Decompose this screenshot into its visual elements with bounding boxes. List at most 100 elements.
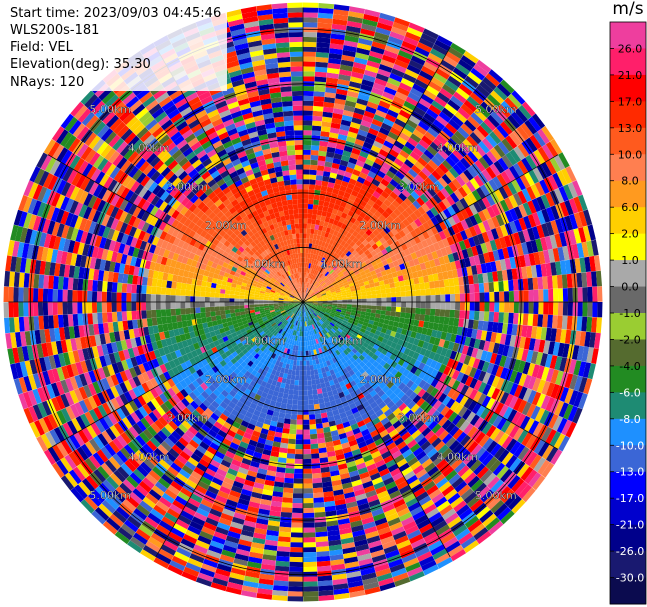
velocity-gate bbox=[312, 296, 317, 299]
velocity-gate bbox=[436, 500, 451, 512]
velocity-gate bbox=[303, 223, 307, 229]
velocity-gate bbox=[362, 480, 374, 489]
velocity-gate bbox=[489, 131, 502, 145]
velocity-gate bbox=[374, 281, 380, 287]
velocity-gate bbox=[349, 205, 357, 213]
velocity-gate bbox=[364, 9, 381, 18]
velocity-gate bbox=[415, 307, 421, 315]
velocity-gate bbox=[307, 303, 313, 305]
velocity-gate bbox=[316, 295, 322, 298]
velocity-gate bbox=[442, 508, 456, 521]
velocity-gate bbox=[359, 282, 365, 287]
velocity-gate bbox=[485, 194, 496, 206]
velocity-gate bbox=[389, 384, 398, 393]
velocity-gate bbox=[525, 241, 534, 254]
velocity-gate bbox=[327, 222, 333, 229]
velocity-gate bbox=[316, 388, 323, 395]
velocity-gate bbox=[474, 159, 486, 172]
velocity-gate bbox=[337, 263, 344, 270]
velocity-gate bbox=[402, 73, 417, 84]
velocity-gate bbox=[312, 312, 317, 317]
velocity-gate bbox=[403, 36, 419, 47]
velocity-gate bbox=[506, 345, 515, 358]
velocity-gate bbox=[431, 437, 442, 448]
velocity-gate bbox=[541, 380, 551, 396]
velocity-gate bbox=[481, 422, 493, 435]
velocity-gate bbox=[330, 278, 336, 284]
velocity-gate bbox=[316, 209, 323, 216]
velocity-gate bbox=[445, 332, 452, 342]
velocity-gate bbox=[355, 240, 362, 247]
velocity-gate bbox=[315, 418, 323, 424]
velocity-gate bbox=[542, 276, 549, 290]
velocity-gate bbox=[315, 358, 320, 365]
velocity-gate bbox=[303, 576, 318, 582]
velocity-gate bbox=[350, 444, 360, 452]
velocity-gate bbox=[445, 302, 451, 310]
velocity-gate bbox=[523, 254, 531, 267]
velocity-gate bbox=[306, 295, 311, 300]
velocity-gate bbox=[441, 485, 455, 497]
velocity-gate bbox=[404, 285, 411, 292]
velocity-gate bbox=[348, 81, 362, 89]
velocity-gate bbox=[293, 385, 299, 391]
velocity-gate bbox=[408, 571, 425, 582]
velocity-gate bbox=[345, 311, 351, 315]
velocity-gate bbox=[334, 178, 343, 186]
velocity-gate bbox=[365, 368, 373, 375]
velocity-gate bbox=[467, 475, 480, 488]
velocity-gate bbox=[333, 274, 339, 279]
velocity-gate bbox=[482, 220, 491, 232]
velocity-gate bbox=[324, 401, 331, 408]
velocity-gate bbox=[303, 95, 314, 101]
velocity-gate bbox=[412, 325, 419, 333]
velocity-gate bbox=[372, 190, 381, 199]
velocity-gate bbox=[582, 302, 588, 317]
velocity-gate bbox=[298, 385, 303, 391]
velocity-gate bbox=[395, 306, 401, 313]
velocity-gate bbox=[429, 336, 436, 345]
velocity-gate bbox=[364, 259, 371, 266]
velocity-gate bbox=[462, 138, 475, 151]
velocity-gate bbox=[445, 469, 458, 482]
velocity-gate bbox=[303, 90, 314, 97]
velocity-gate bbox=[506, 269, 513, 281]
velocity-gate bbox=[331, 319, 337, 324]
velocity-gate bbox=[312, 300, 318, 302]
velocity-gate bbox=[382, 241, 390, 249]
velocity-gate bbox=[322, 295, 327, 298]
velocity-gate bbox=[456, 504, 470, 517]
velocity-gate bbox=[468, 388, 478, 400]
velocity-gate bbox=[319, 261, 323, 267]
velocity-gate bbox=[406, 119, 418, 129]
velocity-gate bbox=[339, 201, 347, 208]
velocity-gate bbox=[521, 101, 536, 117]
velocity-gate bbox=[336, 221, 344, 228]
velocity-gate bbox=[529, 134, 542, 150]
velocity-gate bbox=[304, 277, 306, 283]
velocity-gate bbox=[335, 372, 341, 379]
velocity-gate bbox=[292, 503, 303, 509]
velocity-gate bbox=[340, 252, 346, 259]
velocity-gate bbox=[445, 170, 456, 182]
velocity-gate bbox=[316, 214, 322, 221]
velocity-gate bbox=[475, 244, 484, 255]
velocity-gate bbox=[395, 311, 401, 318]
velocity-gate bbox=[525, 154, 537, 170]
velocity-gate bbox=[356, 498, 369, 506]
velocity-gate bbox=[288, 576, 303, 582]
velocity-gate bbox=[450, 549, 467, 562]
velocity-gate bbox=[303, 488, 313, 494]
velocity-gate bbox=[433, 242, 441, 251]
velocity-gate bbox=[373, 114, 385, 123]
velocity-gate bbox=[538, 289, 544, 302]
velocity-gate bbox=[294, 468, 303, 474]
velocity-gate bbox=[281, 398, 288, 404]
velocity-gate bbox=[341, 292, 347, 296]
velocity-gate bbox=[451, 203, 461, 214]
velocity-gate bbox=[351, 448, 362, 456]
velocity-gate bbox=[338, 432, 347, 440]
velocity-gate bbox=[287, 394, 294, 400]
velocity-gate bbox=[303, 100, 314, 106]
velocity-gate bbox=[325, 370, 332, 377]
